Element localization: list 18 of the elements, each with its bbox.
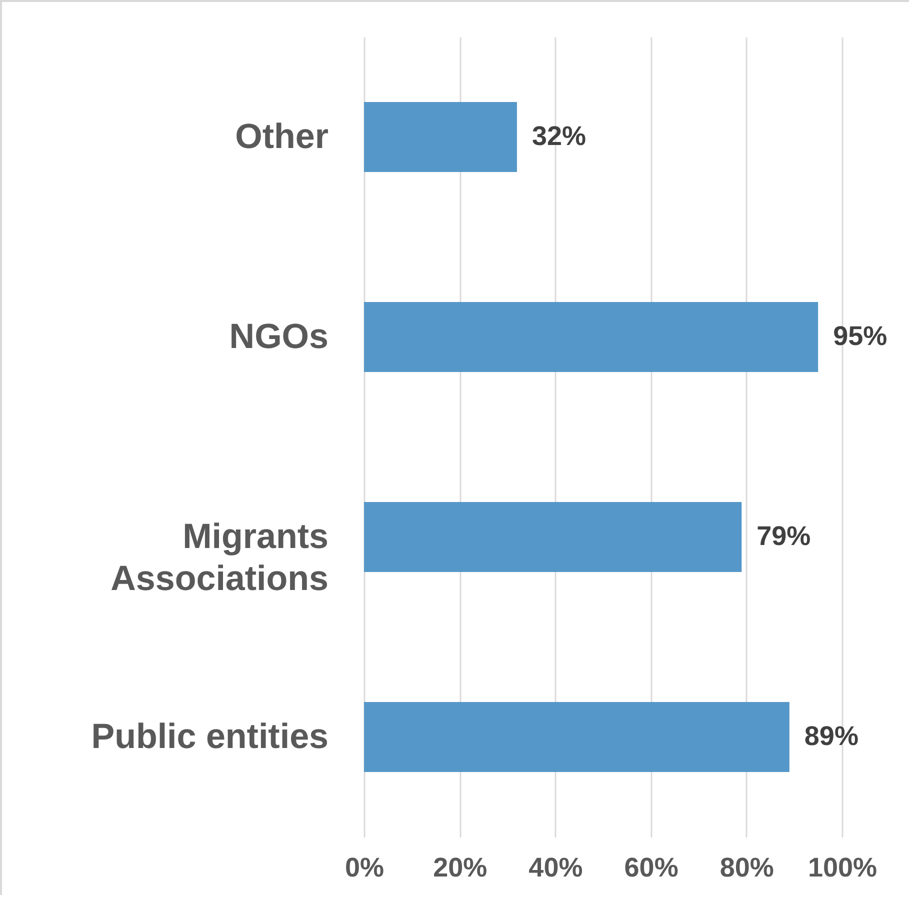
bar: [364, 702, 790, 772]
data-label: 95%: [833, 321, 888, 351]
x-tick-label: 0%: [344, 852, 384, 882]
x-tick-label: 80%: [720, 852, 774, 882]
x-tick-label: 40%: [528, 852, 583, 882]
y-tick-label: Public entities: [91, 717, 328, 756]
y-tick-label: Other: [235, 117, 329, 156]
data-label: 32%: [532, 121, 586, 151]
x-tick-label: 100%: [808, 852, 878, 882]
x-tick-label: 60%: [624, 852, 678, 882]
y-tick-label: Migrants Associations: [110, 517, 328, 598]
data-label: 79%: [756, 521, 811, 551]
y-tick-label: NGOs: [229, 317, 328, 356]
bar: [364, 502, 742, 572]
bar: [364, 302, 818, 372]
bar: [364, 102, 517, 172]
data-label: 89%: [804, 721, 858, 751]
x-tick-label: 20%: [433, 852, 488, 882]
